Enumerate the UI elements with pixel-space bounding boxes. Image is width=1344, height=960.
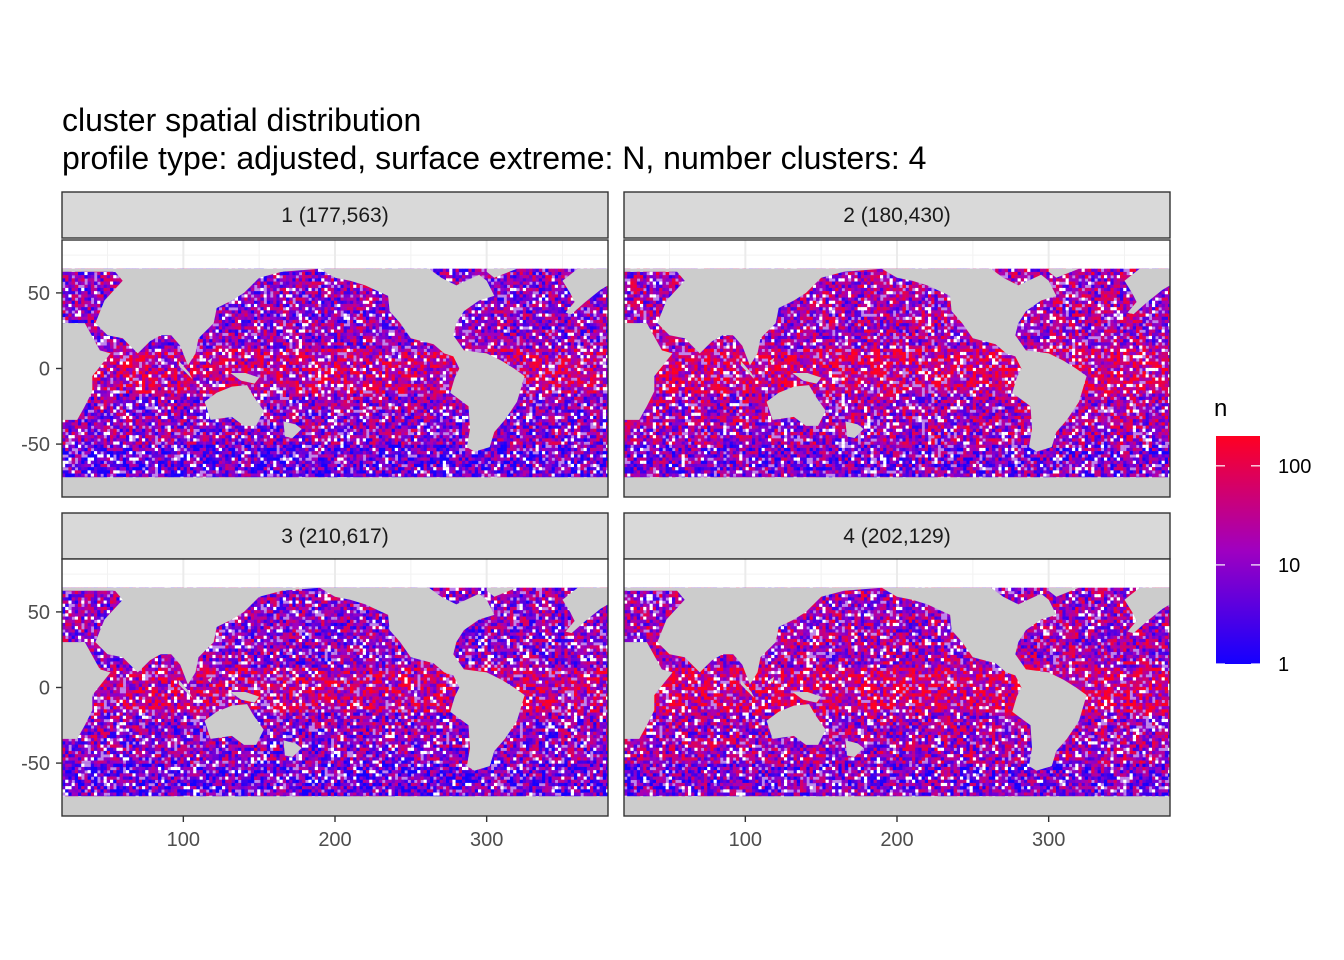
x-tick-label: 300 [470, 829, 503, 851]
y-tick-label: 0 [39, 359, 50, 381]
legend-title: n [1214, 395, 1227, 422]
facet-panel-2: 2 (180,430) [624, 192, 1172, 497]
legend-label: 10 [1278, 555, 1300, 577]
y-tick-label: -50 [21, 434, 50, 456]
facet-panel-4: 4 (202,129) 100 200 300 [624, 513, 1172, 851]
legend: n 1 10 100 [1214, 395, 1311, 676]
land-polygon [624, 796, 1170, 816]
facet-strip-label: 1 (177,563) [281, 204, 388, 227]
land-polygon [62, 796, 608, 816]
x-tick-label: 200 [318, 829, 351, 851]
facet-strip-label: 3 (210,617) [281, 525, 388, 548]
y-tick-label: -50 [21, 753, 50, 775]
legend-label: 1 [1278, 654, 1289, 676]
x-tick-label: 100 [729, 829, 762, 851]
x-tick-label: 200 [880, 829, 913, 851]
legend-colorbar [1216, 436, 1260, 664]
facet-panels: 1 (177,563) -50 0 50 2 (180,430) 3 (210,617) -… [21, 192, 1171, 851]
x-tick-label: 100 [167, 829, 200, 851]
y-tick-label: 50 [28, 602, 50, 624]
land-polygon [624, 477, 1170, 497]
land-polygon [62, 477, 608, 497]
chart-title: cluster spatial distribution [62, 102, 421, 138]
facet-panel-3: 3 (210,617) -50 0 50 100 200 300 [21, 513, 609, 851]
chart-subtitle: profile type: adjusted, surface extreme:… [62, 140, 926, 176]
x-tick-label: 300 [1032, 829, 1065, 851]
facet-strip-label: 2 (180,430) [843, 204, 950, 227]
y-tick-label: 50 [28, 283, 50, 305]
legend-label: 100 [1278, 456, 1311, 478]
y-tick-label: 0 [39, 678, 50, 700]
facet-strip-label: 4 (202,129) [843, 525, 950, 548]
facet-panel-1: 1 (177,563) -50 0 50 [21, 192, 609, 497]
